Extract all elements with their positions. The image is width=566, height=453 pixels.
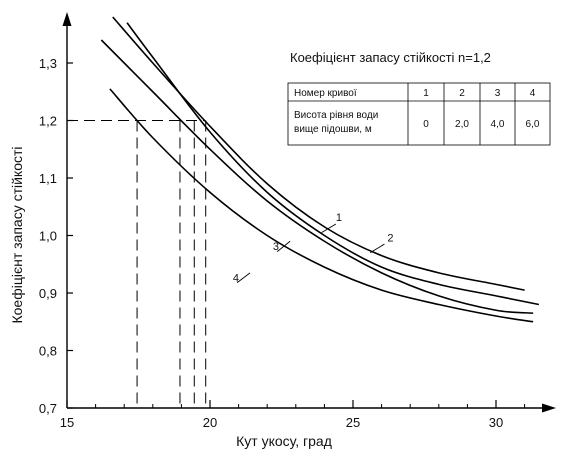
y-tick-label: 0,7 bbox=[39, 401, 57, 416]
x-tick-label: 20 bbox=[203, 415, 217, 430]
table-title: Коефіцієнт запасу стійкості n=1,2 bbox=[290, 50, 491, 65]
x-tick-label: 30 bbox=[489, 415, 503, 430]
y-axis-arrow bbox=[62, 12, 72, 26]
table-row1-value: 2 bbox=[459, 88, 465, 99]
reference-lines bbox=[67, 120, 207, 408]
x-tick-label: 25 bbox=[346, 415, 360, 430]
x-axis-arrow bbox=[542, 403, 556, 413]
curve-label-leader bbox=[321, 223, 337, 234]
table-row2-header-line2: вище підошви, м bbox=[294, 124, 372, 135]
x-axis-title: Кут укосу, град bbox=[236, 433, 332, 449]
curves bbox=[100, 16, 540, 323]
curve-label-leader bbox=[236, 272, 251, 284]
table-row2-value: 2,0 bbox=[455, 119, 469, 130]
curve-label-3: 3 bbox=[273, 241, 279, 253]
table-border bbox=[287, 82, 551, 146]
table-row1-value: 4 bbox=[530, 88, 536, 99]
curve-4 bbox=[109, 88, 534, 323]
curve-1 bbox=[112, 16, 525, 291]
curve-label-4: 4 bbox=[233, 273, 239, 285]
minor-ticks bbox=[95, 404, 526, 408]
table-row2-value: 4,0 bbox=[491, 119, 505, 130]
curve-label-leader bbox=[276, 240, 291, 252]
y-tick-label: 0,8 bbox=[39, 344, 57, 359]
table-row2-value: 0 bbox=[423, 119, 429, 130]
table-row1-value: 1 bbox=[423, 88, 429, 99]
legend-table: Коефіцієнт запасу стійкості n=1,2 Номер … bbox=[287, 50, 551, 146]
table-row1-value: 3 bbox=[495, 88, 501, 99]
curve-label-leader bbox=[369, 243, 385, 254]
y-axis-title: Коефіцієнт запасу стійкості bbox=[9, 146, 25, 323]
table-row1-header: Номер кривої bbox=[294, 88, 357, 99]
curve-label-2: 2 bbox=[387, 232, 393, 244]
y-tick-label: 1,3 bbox=[39, 56, 57, 71]
y-tick-label: 1,0 bbox=[39, 229, 57, 244]
y-tick-label: 1,2 bbox=[39, 114, 57, 129]
curve-2 bbox=[126, 22, 540, 306]
y-tick-label: 1,1 bbox=[39, 171, 57, 186]
y-ticks: 0,7 0,8 0,9 1,0 1,1 1,2 1,3 bbox=[39, 56, 73, 416]
y-tick-label: 0,9 bbox=[39, 286, 57, 301]
curve-labels: 1 2 3 4 bbox=[233, 212, 394, 284]
axes bbox=[62, 12, 556, 413]
curve-label-1: 1 bbox=[336, 212, 342, 224]
x-tick-label: 15 bbox=[60, 415, 74, 430]
table-row2-header-line1: Висота рівня води bbox=[294, 110, 378, 121]
table-row2-value: 6,0 bbox=[526, 119, 540, 130]
x-ticks: 15 20 25 30 bbox=[60, 400, 503, 430]
curve-3 bbox=[100, 39, 534, 314]
